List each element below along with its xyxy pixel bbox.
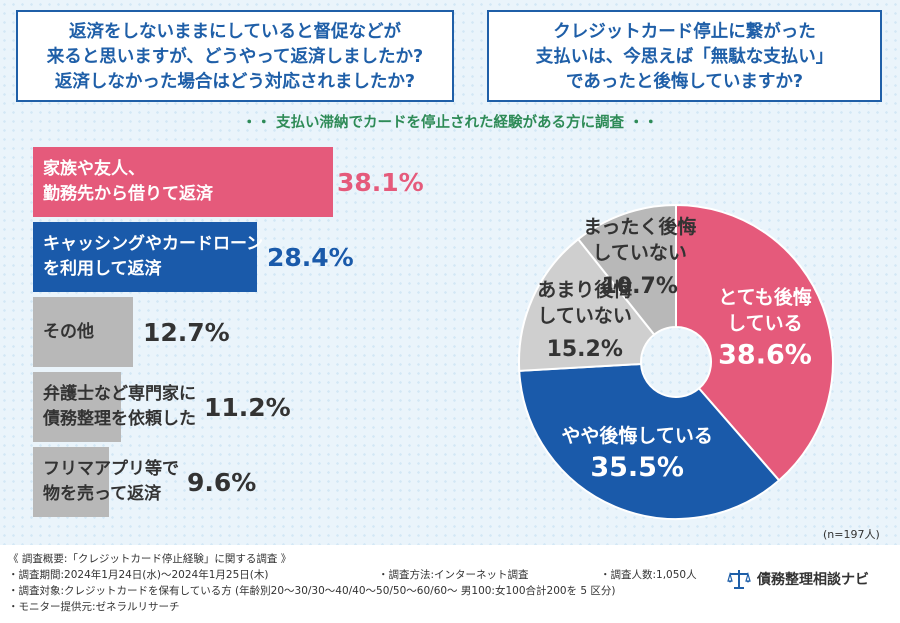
bar-category-label-line: その他 (43, 321, 94, 342)
bar-category-label: フリマアプリ等で 物を売って返済 (43, 447, 179, 517)
donut-value-label: 15.2% (547, 337, 623, 362)
survey-target: ・調査対象:クレジットカードを保有している方 (年齢別20〜30/30〜40/4… (8, 585, 616, 597)
bar-value-label: 28.4% (267, 242, 354, 272)
bar (33, 447, 109, 517)
donut-category-label: やや後悔している (561, 424, 712, 447)
question-right-box: クレジットカード停止に繋がった 支払いは、今思えば「無駄な支払い」 であったと後… (487, 10, 882, 102)
donut-category-label: まったく後悔 (583, 215, 696, 238)
question-left-line-1: 返済をしないままにしていると督促などが (69, 22, 401, 42)
question-left-line-2: 来ると思いますが、どうやって返済しましたか? (46, 47, 424, 67)
bar-value-label: 12.7% (143, 317, 230, 347)
question-right-line-1: クレジットカード停止に繋がった (553, 22, 816, 42)
bar-value-label: 11.2% (204, 392, 291, 422)
logo-text: 債務整理相談ナビ (757, 572, 869, 588)
bar (33, 297, 133, 367)
bar-value-label: 9.6% (187, 467, 257, 497)
question-left-box: 返済をしないままにしていると督促などが 来ると思いますが、どうやって返済しました… (16, 10, 454, 102)
question-right-line-3: であったと後悔していますか? (566, 72, 803, 92)
site-logo: 債務整理相談ナビ (727, 568, 869, 590)
donut-slice (675, 203, 834, 482)
donut-category-label: とても後悔 (718, 286, 811, 309)
donut-value-label: 35.5% (590, 452, 684, 483)
survey-period: ・調査期間:2024年1月24日(水)〜2024年1月25日(木) (8, 569, 269, 581)
donut-slice (576, 203, 677, 337)
bar-category-label-line: キャッシングやカードローン (43, 234, 264, 254)
bar-category-label-line: 勤務先から借りて返済 (43, 184, 213, 204)
survey-subtitle: ・・ 支払い滞納でカードを停止された経験がある方に調査 ・・ (241, 115, 659, 131)
question-left-line-3: 返済しなかった場合はどう対応されましたか? (54, 72, 416, 92)
bar-category-label-line: 債務整理を依頼した (43, 409, 196, 429)
survey-overview: 《 調査概要:「クレジットカード停止経験」に関する調査 》 (8, 553, 292, 565)
donut-category-label: していない (538, 305, 632, 327)
footer: 《 調査概要:「クレジットカード停止経験」に関する調査 》 ・調査期間:2024… (0, 545, 900, 623)
bar (33, 222, 257, 292)
bar-category-label-line: 物を売って返済 (43, 484, 162, 504)
bar-category-label-line: 家族や友人、 (43, 159, 145, 179)
bar-category-label: 家族や友人、勤務先から借りて返済 (43, 147, 213, 217)
bar-category-label-line: フリマアプリ等で (43, 459, 179, 479)
donut-slice (518, 362, 781, 520)
bar-category-label: 弁護士など専門家に 債務整理を依頼した (43, 372, 196, 442)
bar-category-label-line: を利用して返済 (43, 259, 162, 279)
donut-slice (518, 237, 656, 372)
donut-category-label: あまり後悔 (537, 278, 632, 301)
bar-category-label: その他 (43, 297, 94, 367)
survey-provider: ・モニター提供元:ゼネラルリサーチ (8, 601, 180, 613)
donut-category-label: していない (592, 242, 686, 264)
bar (33, 147, 333, 217)
question-right-line-2: 支払いは、今思えば「無駄な支払い」 (535, 47, 834, 67)
survey-count: ・調査人数:1,050人 (600, 569, 697, 581)
bar (33, 372, 122, 442)
bar-category-label: キャッシングやカードローン を利用して返済 (43, 222, 263, 292)
bar-category-label-line: 弁護士など専門家に (43, 384, 196, 404)
bar-value-label: 38.1% (337, 167, 424, 197)
survey-method: ・調査方法:インターネット調査 (378, 569, 529, 581)
sample-size-label: (n=197人) (823, 528, 880, 541)
donut-value-label: 38.6% (718, 340, 812, 371)
donut-category-label: している (727, 313, 802, 335)
scales-icon (727, 570, 751, 589)
donut-value-label: 10.7% (602, 274, 678, 299)
